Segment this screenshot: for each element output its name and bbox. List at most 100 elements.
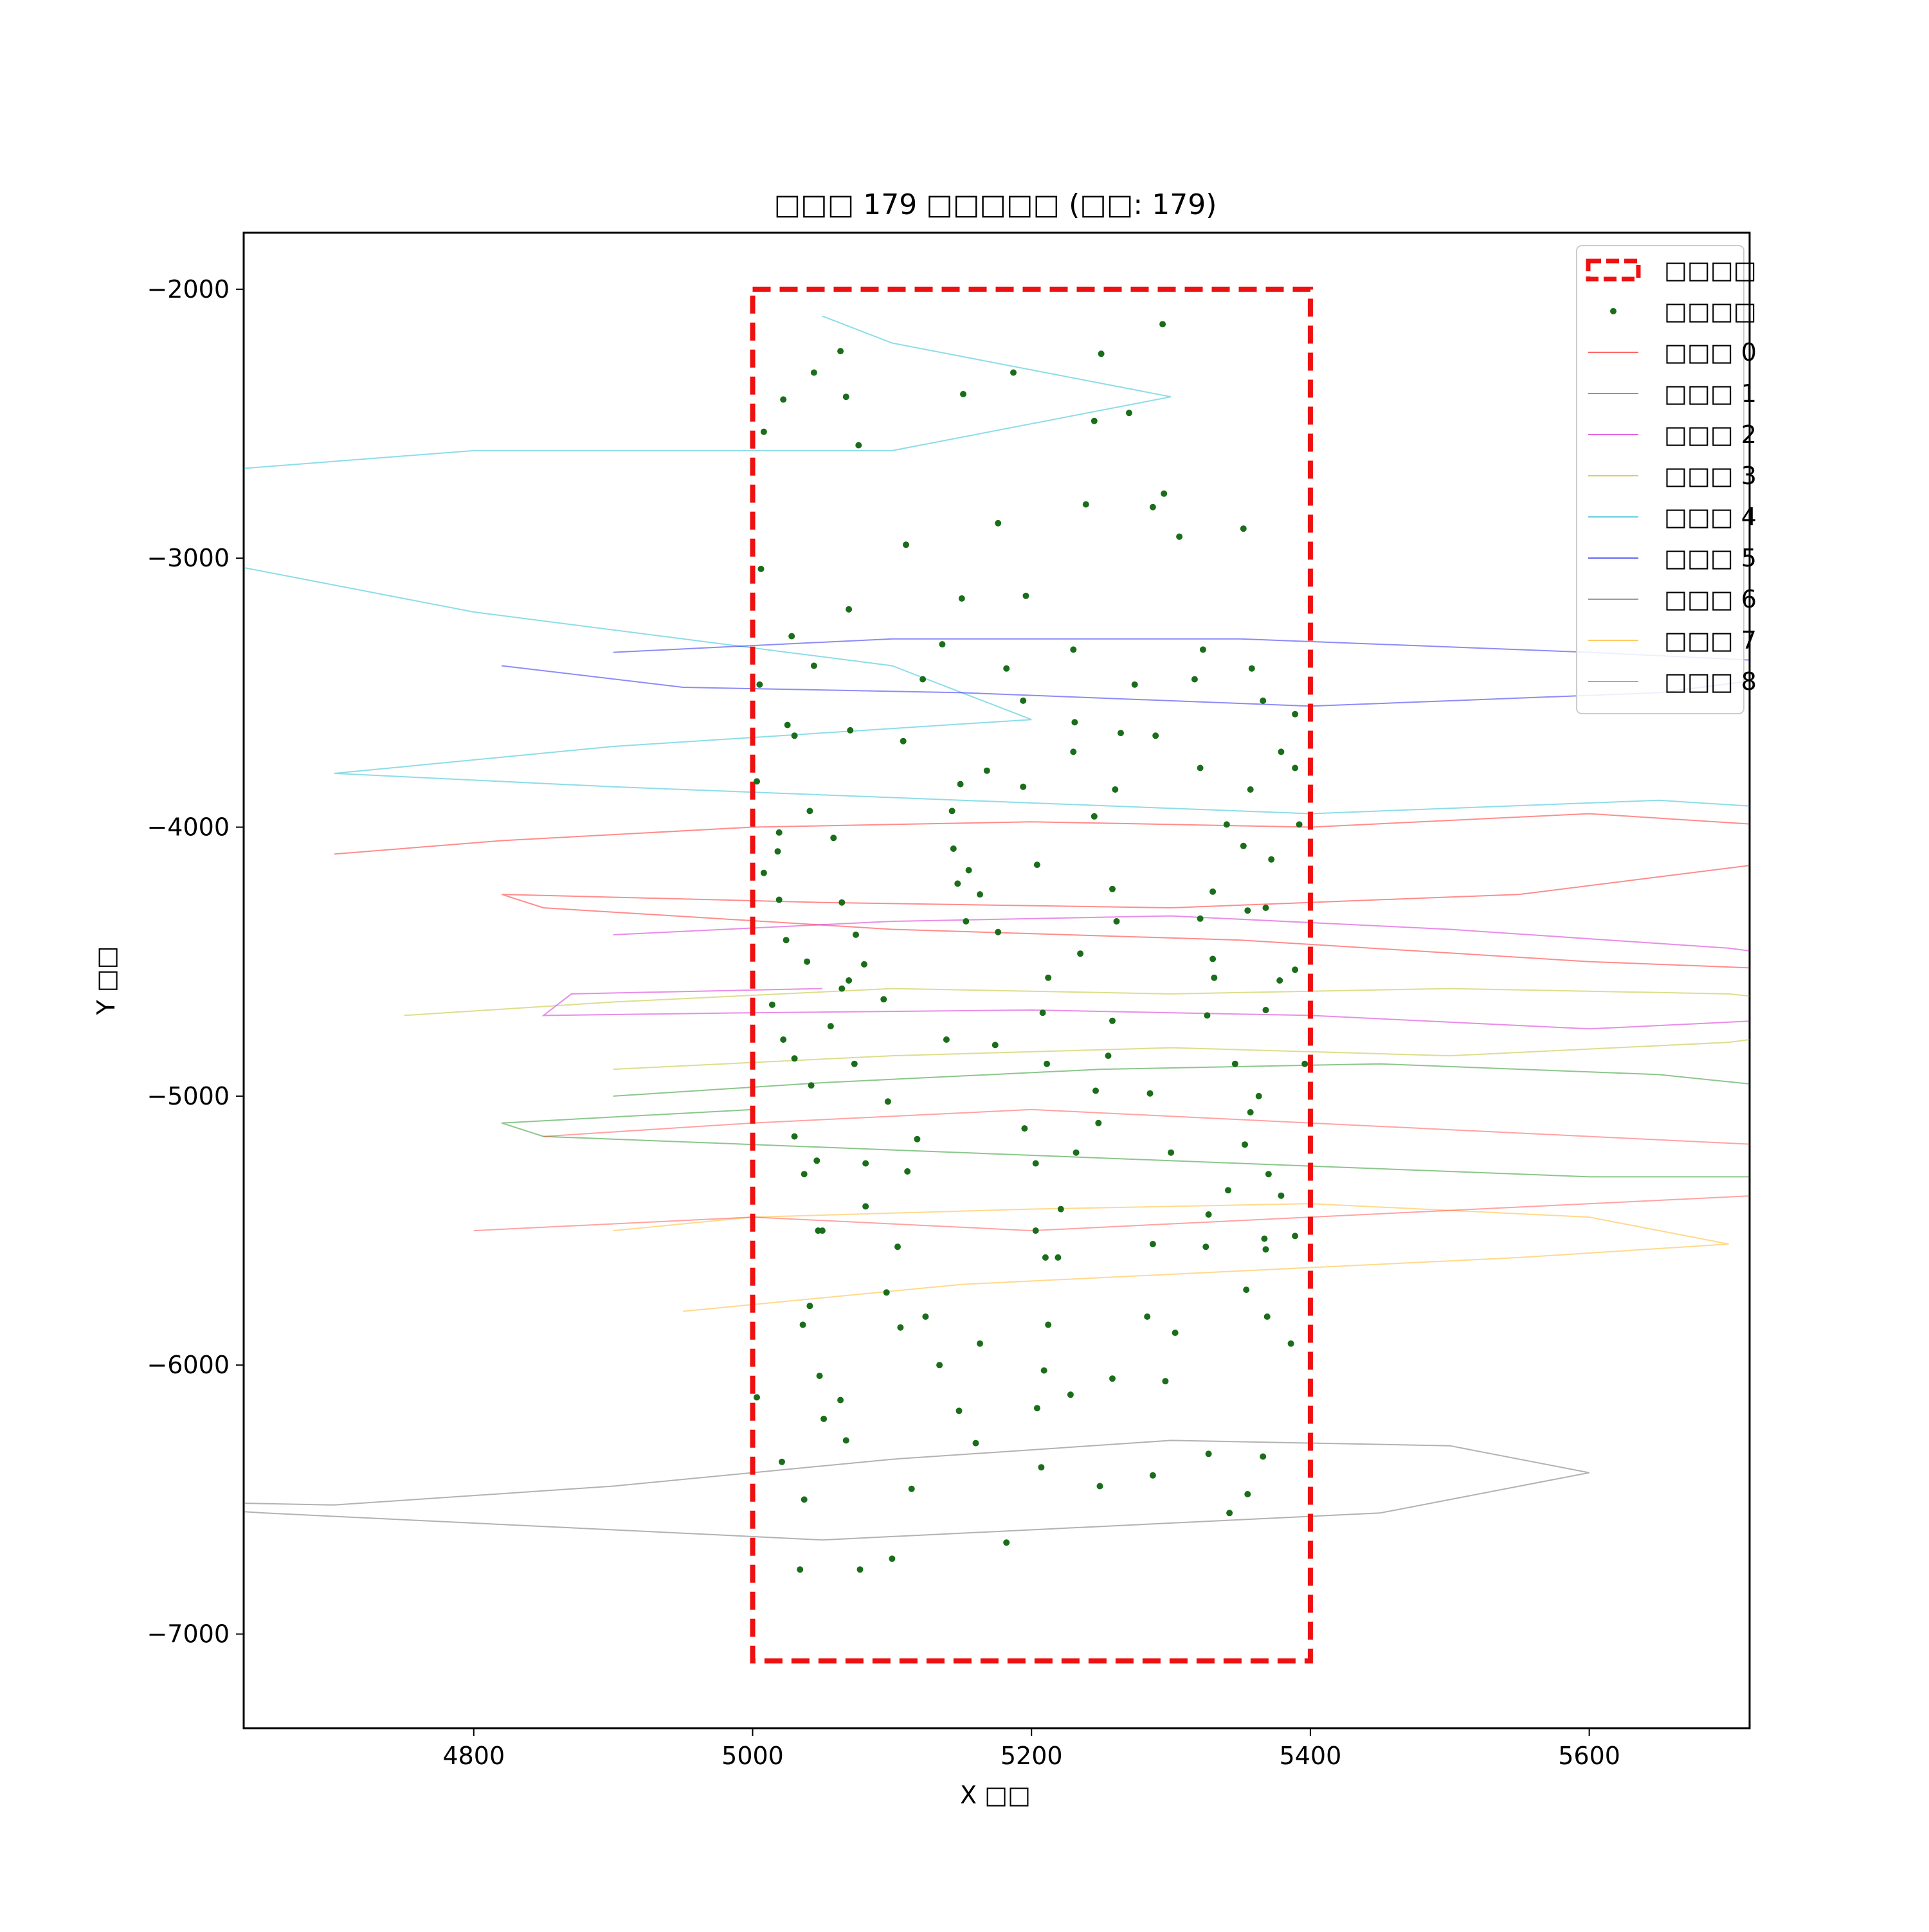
data-point xyxy=(1055,1254,1062,1261)
data-point xyxy=(1098,350,1105,357)
data-point xyxy=(855,442,862,449)
y-tick-label: −4000 xyxy=(147,813,230,842)
data-point xyxy=(1113,918,1120,925)
data-point xyxy=(894,1243,901,1250)
region-layer xyxy=(750,286,1313,1664)
x-axis-label: X □□ xyxy=(960,1781,1031,1809)
data-point xyxy=(801,1496,808,1503)
legend-series-0-label: □□□ 0 xyxy=(1664,338,1757,366)
data-point xyxy=(1255,1092,1262,1099)
data-point xyxy=(992,1042,999,1049)
data-point xyxy=(904,1168,911,1175)
data-point xyxy=(889,1555,896,1562)
data-point xyxy=(1292,710,1299,718)
plot-frame xyxy=(242,231,1751,1729)
data-point xyxy=(838,985,846,992)
series-2-line xyxy=(541,915,1750,1030)
series-8-line xyxy=(473,1108,1750,1232)
y-axis-label: Y □□ xyxy=(92,946,120,1015)
data-point xyxy=(1109,1375,1116,1382)
data-point xyxy=(1131,681,1138,688)
data-point xyxy=(1247,1109,1254,1115)
data-point xyxy=(1159,321,1166,328)
data-point xyxy=(1292,764,1299,772)
data-point xyxy=(1199,646,1206,653)
data-point xyxy=(1082,501,1089,508)
data-point xyxy=(1033,1405,1040,1412)
legend-series-5-label: □□□ 5 xyxy=(1664,544,1757,572)
data-point xyxy=(1161,490,1168,497)
data-point xyxy=(948,808,955,815)
data-point xyxy=(880,996,887,1003)
data-point xyxy=(768,1001,775,1008)
series-5-line xyxy=(502,638,1750,707)
data-point xyxy=(950,845,957,852)
data-point xyxy=(791,732,798,739)
data-point xyxy=(861,961,867,968)
data-point xyxy=(1067,1391,1074,1398)
data-point xyxy=(810,369,817,376)
data-point xyxy=(1112,786,1119,793)
legend-series-6-label: □□□ 6 xyxy=(1664,585,1757,613)
data-point xyxy=(1292,966,1299,973)
data-point xyxy=(1032,1227,1039,1234)
data-point xyxy=(1191,676,1198,683)
data-point xyxy=(983,767,990,774)
data-point xyxy=(808,1082,815,1089)
data-point xyxy=(819,1227,826,1234)
data-point xyxy=(884,1098,891,1105)
data-point xyxy=(806,808,813,815)
data-point xyxy=(1152,732,1159,739)
data-point xyxy=(1096,1483,1103,1490)
data-point xyxy=(1231,1060,1238,1067)
data-point xyxy=(837,348,844,355)
data-point xyxy=(1202,1243,1209,1250)
region-rect xyxy=(750,286,1313,1664)
data-point xyxy=(1301,1060,1309,1067)
series-6-line xyxy=(244,1440,1589,1541)
legend-series-3-label: □□□ 3 xyxy=(1664,462,1757,490)
data-point xyxy=(1020,783,1027,790)
data-point xyxy=(779,1458,785,1465)
data-point xyxy=(804,958,811,965)
data-point xyxy=(1211,974,1218,981)
x-tick-label: 4800 xyxy=(442,1742,505,1770)
data-point xyxy=(1109,885,1116,892)
data-point xyxy=(1095,1119,1102,1126)
data-point xyxy=(1209,888,1217,895)
data-point xyxy=(1197,764,1204,772)
legend-points-swatch xyxy=(1610,308,1617,314)
data-point xyxy=(1204,1012,1211,1019)
data-point xyxy=(908,1485,915,1492)
data-point xyxy=(1045,974,1052,981)
chart-title: □□□ 179 □□□□□ (□□: 179) xyxy=(774,188,1217,221)
data-point xyxy=(1144,1313,1151,1320)
data-point xyxy=(830,835,837,842)
data-point xyxy=(827,1023,834,1030)
legend-series-2-label: □□□ 2 xyxy=(1664,420,1757,449)
data-point xyxy=(1042,1254,1049,1261)
y-tick-label: −5000 xyxy=(147,1082,230,1110)
data-point xyxy=(939,641,946,648)
data-point xyxy=(883,1289,890,1296)
data-point xyxy=(914,1135,921,1142)
data-point xyxy=(943,1036,950,1043)
data-point xyxy=(1248,665,1255,672)
data-point xyxy=(1105,1052,1112,1060)
data-point xyxy=(820,1415,828,1422)
data-point xyxy=(960,391,966,397)
data-point xyxy=(760,428,767,435)
y-axis: −2000 −3000 −4000 −5000 −6000 −7000 xyxy=(147,275,244,1648)
data-point xyxy=(754,1394,760,1401)
data-point xyxy=(791,1055,798,1062)
data-point xyxy=(900,737,907,745)
y-tick-label: −2000 xyxy=(147,275,230,303)
legend-series-8-label: □□□ 8 xyxy=(1664,667,1757,696)
data-point xyxy=(788,633,795,640)
data-point xyxy=(1242,1141,1248,1148)
data-point xyxy=(1223,821,1230,828)
x-tick-label: 5400 xyxy=(1280,1742,1342,1770)
data-point xyxy=(1109,1017,1116,1024)
series-layer xyxy=(244,315,1750,1541)
x-axis: 4800 5000 5200 5400 5600 xyxy=(442,1728,1620,1770)
